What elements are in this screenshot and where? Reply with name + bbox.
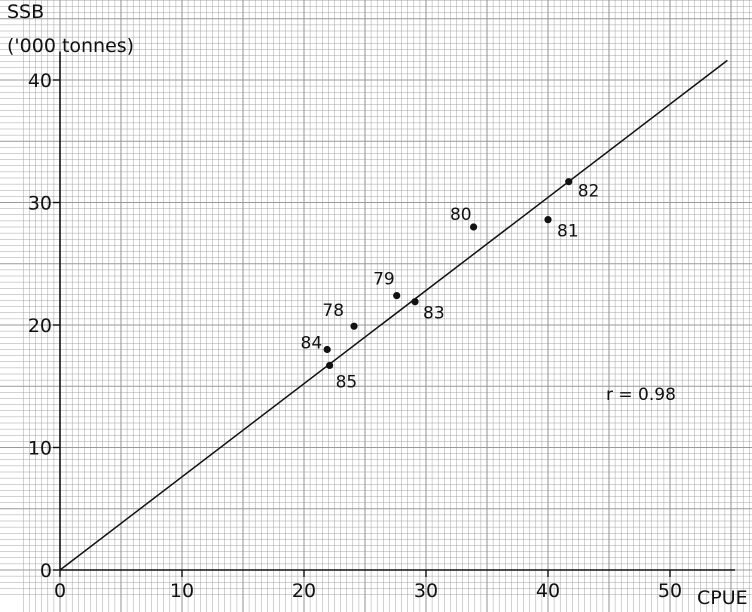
y-tick-label: 30: [28, 193, 52, 215]
y-tick-label: 40: [28, 70, 52, 92]
x-axis-label: CPUE: [697, 587, 748, 609]
x-tick-label: 0: [54, 580, 66, 602]
data-point: [393, 292, 401, 300]
data-point-label: 80: [450, 205, 472, 225]
x-tick-label: 40: [536, 580, 560, 602]
data-point: [323, 345, 331, 354]
x-tick-label: 20: [292, 580, 316, 602]
regression-line: [59, 59, 728, 571]
data-point: [544, 216, 552, 224]
data-point-label: 79: [373, 270, 395, 290]
x-tick-label: 30: [414, 580, 438, 602]
axes: [59, 51, 735, 571]
data-point-label: 82: [578, 182, 600, 202]
data-point: [469, 223, 478, 231]
data-point: [350, 322, 358, 330]
correlation-annotation: r = 0.98: [606, 385, 676, 405]
data-point-label: 84: [301, 334, 323, 354]
data-point: [326, 361, 334, 370]
data-points: 78 79 80 81 82 83 84 85: [301, 178, 600, 392]
y-tick-label: 20: [28, 315, 52, 337]
x-tick-label: 10: [170, 580, 194, 602]
x-tick-label: 50: [658, 580, 682, 602]
data-point-label: 81: [557, 222, 579, 242]
data-point: [565, 178, 573, 186]
data-point: [411, 298, 419, 306]
y-axis-label-line2: ('000 tonnes): [7, 35, 134, 57]
y-axis-label-line1: SSB: [7, 1, 44, 23]
data-point-label: 83: [423, 304, 445, 324]
ticks: 0 10 20 30 40 50 0 10 20 30 40: [28, 70, 682, 602]
y-tick-label: 0: [40, 560, 52, 582]
data-point-label: 78: [322, 301, 344, 321]
data-point-label: 85: [336, 372, 358, 392]
y-tick-label: 10: [28, 438, 52, 460]
